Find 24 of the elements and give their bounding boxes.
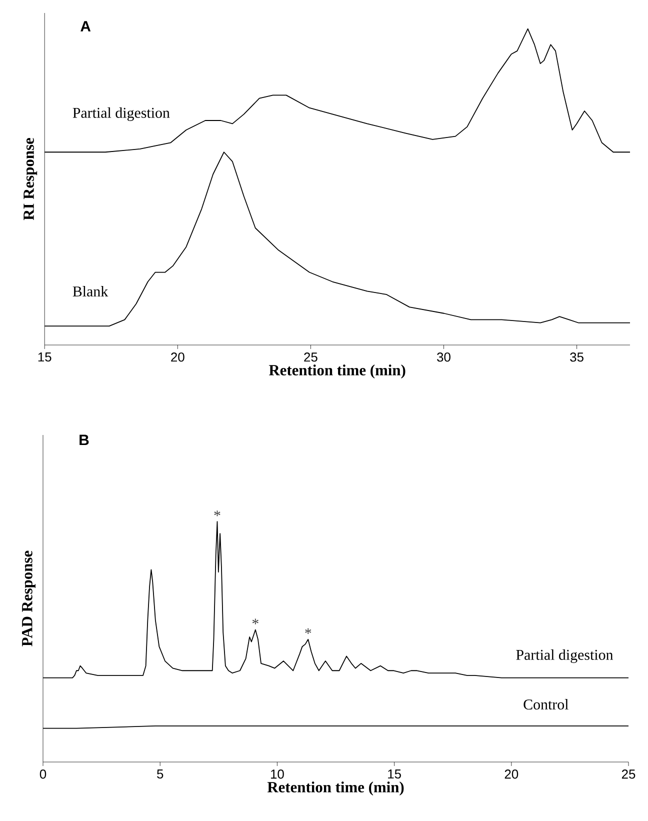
series-label: Partial digestion (516, 649, 614, 663)
x-tick-label: 0 (40, 770, 46, 779)
x-tick-label: 25 (622, 770, 636, 779)
chart-title: B (80, 434, 89, 446)
annotation: * (305, 628, 312, 634)
y-axis-title: PAD Response (22, 550, 36, 646)
chart-title: A (80, 21, 91, 32)
x-tick-label: 15 (388, 770, 401, 779)
series-label: Partial digestion (72, 107, 170, 121)
y-axis-title: RI Response (24, 138, 38, 220)
x-tick-label: 20 (171, 352, 184, 362)
x-tick-label: 15 (38, 352, 52, 362)
x-tick-label: 20 (504, 770, 518, 779)
x-tick-label: 25 (304, 352, 318, 362)
x-tick-label: 10 (270, 770, 284, 779)
x-tick-label: 30 (437, 352, 450, 362)
x-tick-label: 35 (570, 352, 584, 362)
x-axis-title: Retention time (min) (268, 364, 406, 379)
series-label: Control (524, 699, 568, 710)
series-label: Blank (72, 286, 108, 296)
x-axis-title: Retention time (min) (267, 782, 404, 796)
x-tick-label: 5 (157, 770, 164, 779)
annotation: * (252, 618, 258, 624)
annotation: * (214, 510, 220, 516)
